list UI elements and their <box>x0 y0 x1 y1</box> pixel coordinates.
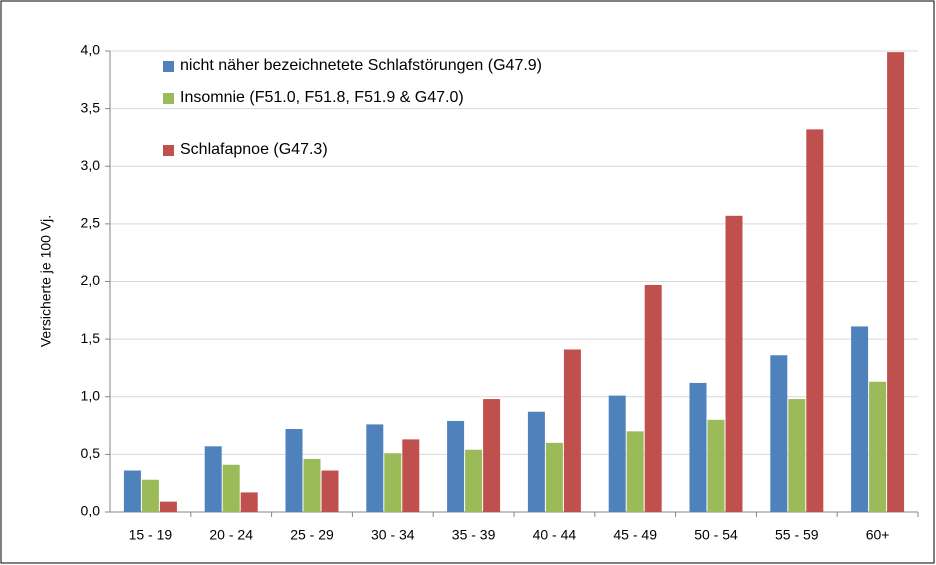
bar <box>285 429 303 512</box>
legend-swatch <box>163 61 174 72</box>
bar <box>563 349 581 512</box>
bar <box>887 52 905 513</box>
bar <box>402 439 420 512</box>
bar <box>770 355 788 512</box>
bar <box>123 470 141 512</box>
bar <box>851 326 869 512</box>
legend-label: nicht näher bezeichnetete Schlafstörunge… <box>180 57 543 74</box>
bar <box>689 382 707 512</box>
bar <box>240 492 258 512</box>
bar <box>141 479 159 512</box>
bar <box>303 458 321 512</box>
x-tick-label: 45 - 49 <box>613 527 657 543</box>
bar <box>384 453 402 512</box>
x-tick-label: 35 - 39 <box>452 527 496 543</box>
bar <box>447 420 465 512</box>
y-tick-label: 4,0 <box>81 42 101 58</box>
y-tick-label: 1,5 <box>81 330 101 346</box>
x-tick-label: 20 - 24 <box>209 527 253 543</box>
bar <box>465 449 483 512</box>
y-tick-label: 0,5 <box>81 445 101 461</box>
y-tick-label: 1,0 <box>81 387 101 403</box>
legend: nicht näher bezeichnetete Schlafstörunge… <box>160 56 580 172</box>
bar <box>707 419 725 512</box>
bar <box>545 442 563 512</box>
legend-swatch <box>163 145 174 156</box>
bar <box>608 395 626 512</box>
legend-item: Insomnie (F51.0, F51.8, F51.9 & G47.0) <box>160 88 580 108</box>
bar <box>725 215 743 512</box>
y-tick-label: 0,0 <box>81 503 101 519</box>
legend-label: Insomnie (F51.0, F51.8, F51.9 & G47.0) <box>180 89 464 106</box>
bar <box>159 501 177 512</box>
bar <box>483 399 501 512</box>
bar <box>626 431 644 512</box>
bar <box>222 464 240 512</box>
y-tick-label: 3,5 <box>81 99 101 115</box>
legend-item: nicht näher bezeichnetete Schlafstörunge… <box>160 56 565 76</box>
legend-swatch <box>163 93 174 104</box>
y-tick-label: 3,0 <box>81 157 101 173</box>
x-tick-label: 60+ <box>866 527 890 543</box>
x-tick-label: 40 - 44 <box>533 527 577 543</box>
x-tick-label: 15 - 19 <box>129 527 173 543</box>
x-tick-label: 55 - 59 <box>775 527 819 543</box>
bar <box>366 424 384 512</box>
bar <box>869 381 887 512</box>
bar <box>527 411 545 512</box>
legend-label: Schlafapnoe (G47.3) <box>180 141 328 158</box>
y-tick-label: 2,5 <box>81 215 101 231</box>
bar <box>321 470 339 512</box>
x-tick-label: 30 - 34 <box>371 527 415 543</box>
y-tick-label: 2,0 <box>81 272 101 288</box>
x-tick-label: 25 - 29 <box>290 527 334 543</box>
x-tick-label: 50 - 54 <box>694 527 738 543</box>
y-axis-label: Versicherte je 100 Vj. <box>38 215 54 347</box>
bar <box>788 399 806 512</box>
bar <box>644 284 662 512</box>
legend-item: Schlafapnoe (G47.3) <box>160 140 580 160</box>
bar <box>204 446 222 512</box>
bar <box>806 129 824 512</box>
